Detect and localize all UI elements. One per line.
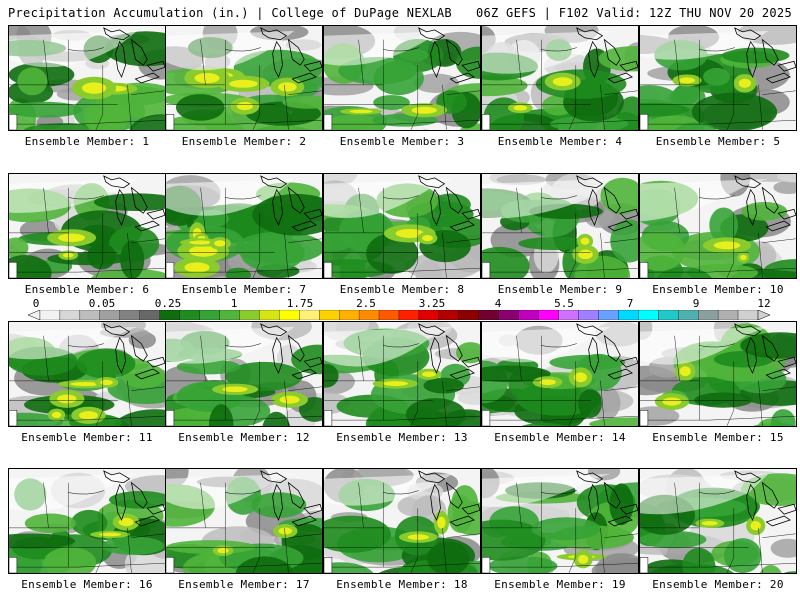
ensemble-member-label: Ensemble Member: 14 — [494, 431, 626, 444]
ensemble-member-label: Ensemble Member: 20 — [652, 578, 784, 591]
ensemble-member-map — [639, 25, 797, 131]
ensemble-member-label: Ensemble Member: 17 — [178, 578, 310, 591]
ensemble-member-label: Ensemble Member: 12 — [178, 431, 310, 444]
ensemble-member-label: Ensemble Member: 18 — [336, 578, 468, 591]
ensemble-member-label: Ensemble Member: 2 — [181, 135, 307, 148]
colorbar-tick-label: 5.5 — [554, 297, 574, 310]
ensemble-member-map — [639, 468, 797, 574]
ensemble-member-label: Ensemble Member: 9 — [497, 283, 623, 296]
ensemble-member-label: Ensemble Member: 7 — [181, 283, 307, 296]
colorbar-tick-label: 1.75 — [286, 297, 314, 310]
ensemble-member-label: Ensemble Member: 8 — [339, 283, 465, 296]
ensemble-member-map — [8, 468, 166, 574]
colorbar-tick-label: 9 — [692, 297, 700, 310]
colorbar-tick-label: 7 — [626, 297, 634, 310]
ensemble-member-map — [323, 321, 481, 427]
ensemble-member-map — [639, 321, 797, 427]
ensemble-member-map — [481, 173, 639, 279]
colorbar-tick-label: 0 — [32, 297, 40, 310]
ensemble-member-label: Ensemble Member: 10 — [652, 283, 784, 296]
ensemble-member-label: Ensemble Member: 4 — [497, 135, 623, 148]
ensemble-member-map — [639, 173, 797, 279]
colorbar-tick-label: 3.25 — [418, 297, 446, 310]
ensemble-member-label: Ensemble Member: 3 — [339, 135, 465, 148]
ensemble-member-label: Ensemble Member: 6 — [24, 283, 150, 296]
ensemble-member-map — [323, 25, 481, 131]
ensemble-member-label: Ensemble Member: 13 — [336, 431, 468, 444]
ensemble-member-map — [481, 25, 639, 131]
ensemble-member-map — [165, 468, 323, 574]
map-title: Precipitation Accumulation (in.) | Colle… — [8, 6, 452, 20]
ensemble-member-map — [8, 173, 166, 279]
colorbar-tick-label: 1 — [230, 297, 238, 310]
colorbar-tick-label: 2.5 — [356, 297, 376, 310]
colorbar-tick-label: 4 — [494, 297, 502, 310]
ensemble-member-map — [165, 321, 323, 427]
ensemble-member-label: Ensemble Member: 16 — [21, 578, 153, 591]
ensemble-member-map — [8, 25, 166, 131]
ensemble-member-label: Ensemble Member: 19 — [494, 578, 626, 591]
ensemble-member-map — [323, 468, 481, 574]
ensemble-member-label: Ensemble Member: 1 — [24, 135, 150, 148]
colorbar-tick-label: 12 — [757, 297, 771, 310]
colorbar-tick-label: 0.05 — [88, 297, 116, 310]
ensemble-member-map — [481, 468, 639, 574]
ensemble-member-map — [323, 173, 481, 279]
ensemble-member-map — [481, 321, 639, 427]
colorbar-tick-label: 0.25 — [154, 297, 182, 310]
ensemble-member-label: Ensemble Member: 11 — [21, 431, 153, 444]
ensemble-member-label: Ensemble Member: 5 — [655, 135, 781, 148]
precip-colorbar — [28, 310, 770, 320]
ensemble-member-map — [165, 25, 323, 131]
run-info: 06Z GEFS | F102 Valid: 12Z THU NOV 20 20… — [475, 6, 792, 20]
ensemble-member-map — [165, 173, 323, 279]
ensemble-member-label: Ensemble Member: 15 — [652, 431, 784, 444]
ensemble-member-map — [8, 321, 166, 427]
